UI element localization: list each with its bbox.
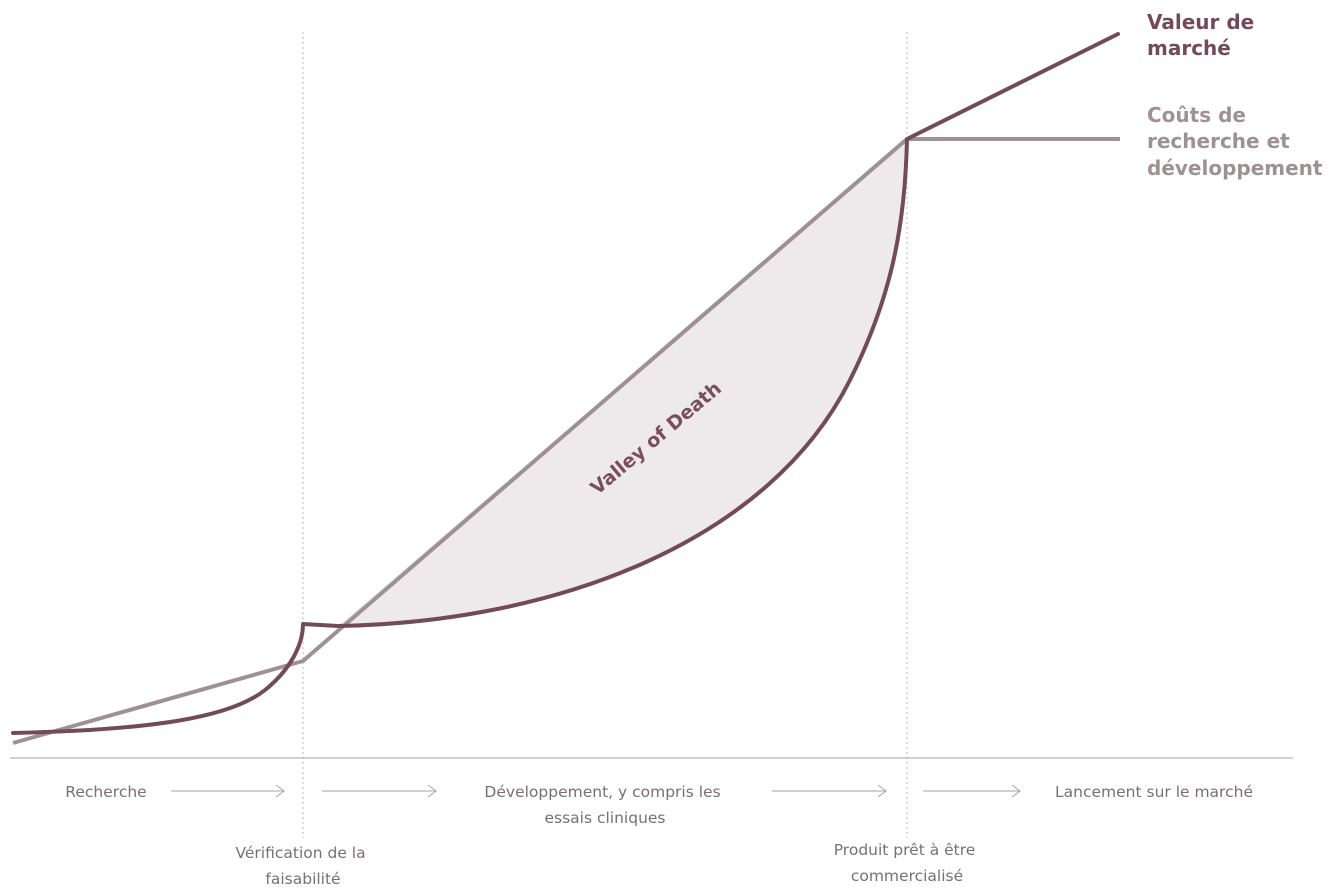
milestone-product-ready-label: Produit prêt à être commercialisé xyxy=(834,841,981,885)
phase-research-label: Recherche xyxy=(65,783,146,801)
market-value-curve xyxy=(11,32,1120,735)
market-value-legend: Valeur de marché xyxy=(1147,10,1261,60)
milestone-feasibility-label: Vérification de la faisabilité xyxy=(235,844,370,888)
rd-costs-legend: Coûts de recherche et développement xyxy=(1147,103,1323,180)
phase-launch-label: Lancement sur le marché xyxy=(1055,783,1253,801)
rd-costs-line xyxy=(12,137,1120,745)
arrow-development-right xyxy=(772,784,887,798)
phase-development-label: Développement, y compris les essais clin… xyxy=(484,783,725,827)
arrow-development-left xyxy=(322,784,437,798)
arrow-launch-left xyxy=(923,784,1021,798)
arrow-research-right xyxy=(171,784,285,798)
